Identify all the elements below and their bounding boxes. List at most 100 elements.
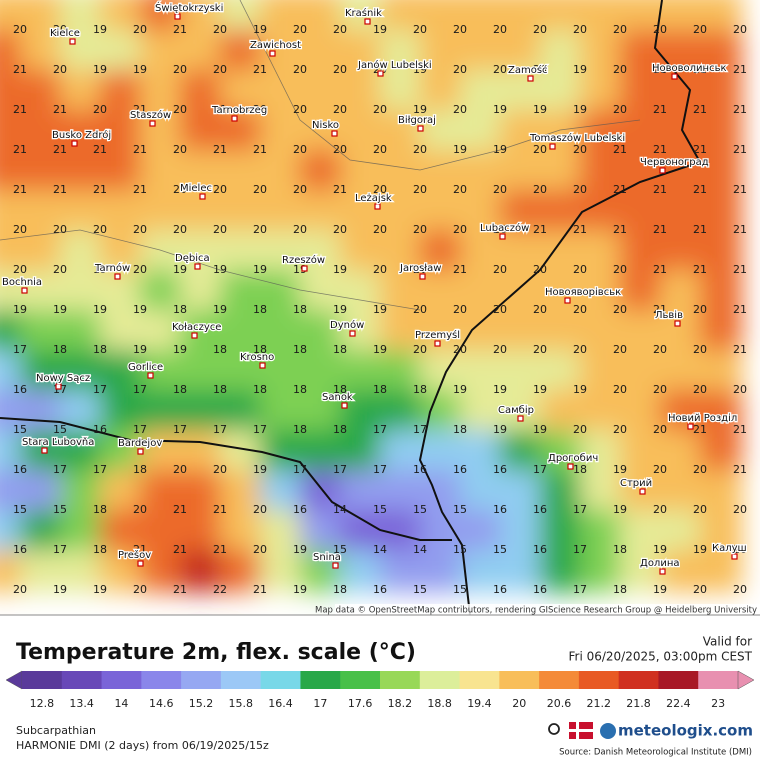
cell [540,350,582,392]
cell [460,0,502,32]
city-label: Bardejov [118,438,162,449]
cell [340,430,382,472]
cell [460,150,502,192]
cell [20,390,62,432]
city-dot [377,70,384,77]
grid-value: 15 [333,543,347,556]
grid-value: 20 [693,463,707,476]
cell [100,70,142,112]
grid-value: 20 [733,23,747,36]
city-label: Krosno [240,352,274,363]
grid-value: 20 [133,503,147,516]
cell [180,350,222,392]
city-dot [41,447,48,454]
grid-value: 20 [573,23,587,36]
search-icon[interactable] [548,723,560,735]
grid-value: 20 [453,103,467,116]
grid-value: 21 [653,183,667,196]
cell [700,190,742,232]
cell [660,510,702,552]
city-label: Tomaszów Lubelski [529,132,625,144]
grid-value: 18 [293,303,307,316]
grid-value: 20 [453,223,467,236]
cell [460,230,502,272]
cell [100,510,142,552]
grid-value: 19 [373,23,387,36]
cell [420,310,462,352]
cell [140,350,182,392]
grid-value: 21 [733,183,747,196]
cell [380,350,422,392]
grid-value: 21 [173,503,187,516]
grid-value: 20 [373,143,387,156]
cell [180,550,222,592]
grid-value: 17 [173,423,187,436]
grid-value: 17 [93,463,107,476]
attribution-bg [335,604,760,615]
grid-value: 18 [573,463,587,476]
grid-value: 21 [613,143,627,156]
grid-value: 17 [53,463,67,476]
cell [180,430,222,472]
cell [60,390,102,432]
grid-value: 20 [93,103,107,116]
grid-value: 20 [53,63,67,76]
city-dot [269,50,276,57]
city-label: Przemyśl [415,329,460,341]
grid-value: 20 [173,463,187,476]
grid-value: 20 [533,143,547,156]
cell [420,30,462,72]
cell [20,510,62,552]
cell [580,470,622,512]
city-dot [191,332,198,339]
cell [380,150,422,192]
grid-value: 21 [333,183,347,196]
grid-value: 19 [253,463,267,476]
city-label: Дрогобич [548,453,598,464]
city-dot [199,193,206,200]
cell [260,310,302,352]
grid-value: 20 [253,543,267,556]
city-dot [674,320,681,327]
cell [260,0,302,32]
cell [620,510,662,552]
grid-value: 14 [413,543,427,556]
city-label: Snina [313,552,341,563]
grid-value: 18 [613,543,627,556]
grid-value: 21 [653,63,667,76]
grid-value: 19 [653,543,667,556]
grid-value: 18 [93,343,107,356]
city-dot [231,115,238,122]
grid-value: 18 [293,343,307,356]
grid-value: 20 [333,63,347,76]
cell [500,70,542,112]
brand[interactable]: meteologix.com [618,722,753,740]
grid-value: 20 [413,183,427,196]
grid-value: 21 [133,103,147,116]
grid-value: 20 [213,183,227,196]
grid-value: 20 [613,63,627,76]
grid-value: 15 [493,543,507,556]
grid-value: 14 [373,543,387,556]
grid-value: 20 [533,303,547,316]
cell [460,30,502,72]
grid-value: 20 [173,63,187,76]
grid-value: 20 [533,183,547,196]
grid-value: 19 [53,303,67,316]
city-dot [687,423,694,430]
cell [420,150,462,192]
cell [500,0,542,32]
grid-value: 18 [93,543,107,556]
grid-value: 15 [413,503,427,516]
cell [140,470,182,512]
cell [300,390,342,432]
grid-value: 20 [413,263,427,276]
valid-label: Valid for [703,635,752,649]
cell [500,510,542,552]
grid-value: 20 [93,223,107,236]
grid-value: 21 [213,543,227,556]
grid-value: 17 [373,423,387,436]
cell [300,150,342,192]
colorbar-tick: 12.8 [30,697,55,710]
city-label: Świętokrzyski [155,1,223,14]
